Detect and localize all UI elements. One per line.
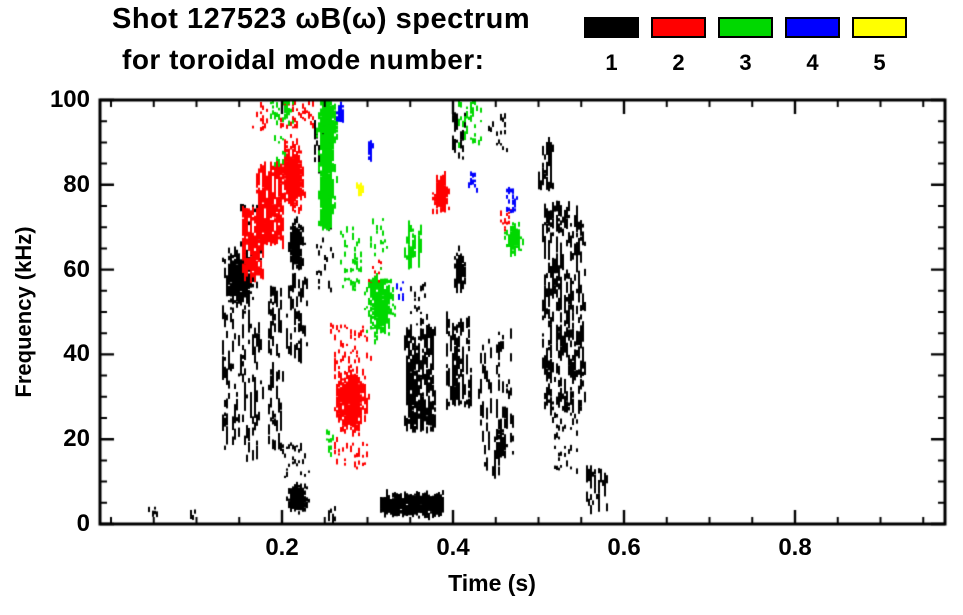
x-axis-title: Time (s) (448, 570, 536, 596)
y-tick-label: 20 (63, 425, 90, 453)
x-tick-label: 0.8 (778, 534, 812, 561)
x-tick-label: 0.6 (607, 534, 641, 561)
legend-swatch-mode-2 (651, 17, 706, 38)
legend-label-mode-4: 4 (806, 50, 819, 75)
y-tick-label: 100 (49, 86, 90, 113)
legend-label-mode-2: 2 (672, 50, 685, 75)
legend-label-mode-5: 5 (873, 50, 886, 75)
y-tick-label: 80 (63, 170, 90, 198)
chart-title: Shot 127523 ωB(ω) spectrum (112, 3, 531, 35)
x-tick-label: 0.4 (436, 534, 470, 561)
legend-swatch-mode-4 (785, 17, 840, 38)
y-axis-title: Frequency (kHz) (11, 226, 36, 398)
y-tick-label: 60 (63, 255, 90, 283)
legend-label-mode-3: 3 (739, 50, 752, 75)
chart-subtitle: for toroidal mode number: (122, 44, 485, 75)
legend-swatch-mode-5 (852, 17, 907, 38)
y-tick-label: 40 (63, 340, 90, 368)
legend-swatch-mode-3 (718, 17, 773, 38)
legend-swatch-mode-1 (584, 17, 639, 38)
x-tick-label: 0.2 (265, 534, 299, 561)
y-tick-label: 0 (76, 510, 90, 537)
legend-label-mode-1: 1 (605, 50, 618, 75)
